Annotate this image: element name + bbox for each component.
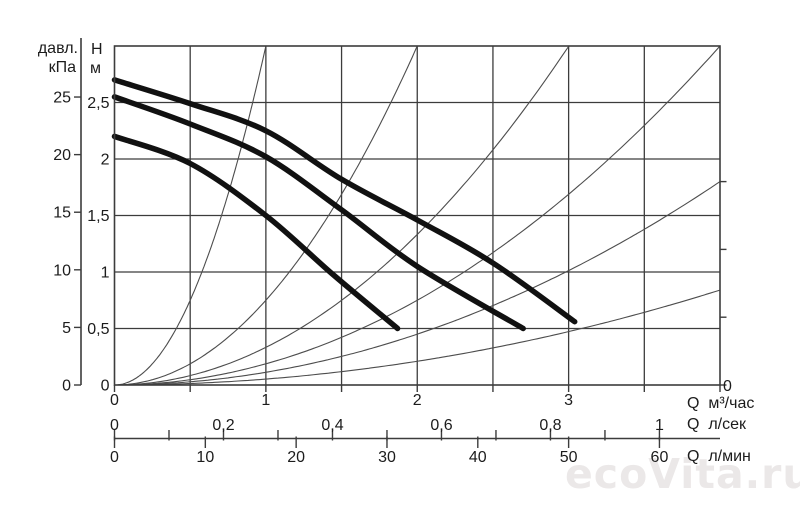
svg-text:0: 0 [62,378,71,395]
svg-text:3: 3 [564,392,573,409]
watermark: ecoVita.ru [565,450,800,498]
flow-axis-m3h-unit-label: Q м³/час [687,395,755,412]
svg-text:0: 0 [110,449,119,466]
system-curve-1 [117,45,267,386]
pressure-axis-title-line1: давл. [37,40,78,57]
system-curves [117,45,721,386]
svg-text:20: 20 [53,147,71,164]
svg-text:0,6: 0,6 [430,417,452,434]
svg-text:60: 60 [651,449,669,466]
head-axis-title-line2: м [90,60,101,77]
flow-axis-ls-lmin: 0 0,2 0,4 0,6 0,8 10 10 20 30 40 50 60 [110,417,720,466]
svg-text:10: 10 [53,262,71,279]
head-axis-title-line1: H [91,41,103,58]
svg-text:15: 15 [53,205,71,222]
svg-text:50: 50 [560,449,578,466]
svg-text:10: 10 [196,449,214,466]
system-curve-3 [117,45,570,386]
svg-text:0,2: 0,2 [212,417,234,434]
svg-text:0: 0 [101,378,110,395]
pump-speed-1 [111,133,401,332]
head-axis-m: 0 0,5 1 1,5 2 2,5 [87,95,109,395]
svg-text:30: 30 [378,449,396,466]
svg-text:2: 2 [413,392,422,409]
svg-text:40: 40 [469,449,487,466]
flow-axis-m3h: 0 1 2 3 [110,385,721,409]
svg-text:0,5: 0,5 [87,321,109,338]
flow-axis-ls-unit-label: Q л/сек [687,416,747,433]
pressure-axis-kpa: 0 5 10 15 20 25 [53,38,82,395]
pump-speed-2 [111,94,526,332]
svg-text:1: 1 [261,392,270,409]
right-edge-ticks [720,180,727,386]
system-curve-2 [117,45,418,386]
svg-text:25: 25 [53,90,71,107]
system-curve-5 [117,181,721,386]
right-axis-zero-label: 0 [723,378,732,395]
pump-speed-3 [111,77,578,325]
flow-axis-lmin-unit-label: Q л/мин [687,448,751,465]
svg-text:1: 1 [655,417,664,434]
system-curve-4 [117,45,721,386]
svg-text:0,4: 0,4 [321,417,343,434]
svg-text:0: 0 [110,417,119,434]
pressure-axis-title-line2: кПа [48,59,76,76]
svg-text:2,5: 2,5 [87,95,109,112]
pump-curves [111,77,578,332]
svg-text:1: 1 [101,265,110,282]
svg-text:2: 2 [101,152,110,169]
svg-text:20: 20 [287,449,305,466]
svg-text:0,8: 0,8 [539,417,561,434]
svg-text:0: 0 [110,392,119,409]
svg-text:5: 5 [62,320,71,337]
svg-text:1,5: 1,5 [87,208,109,225]
system-curve-6 [117,289,721,386]
